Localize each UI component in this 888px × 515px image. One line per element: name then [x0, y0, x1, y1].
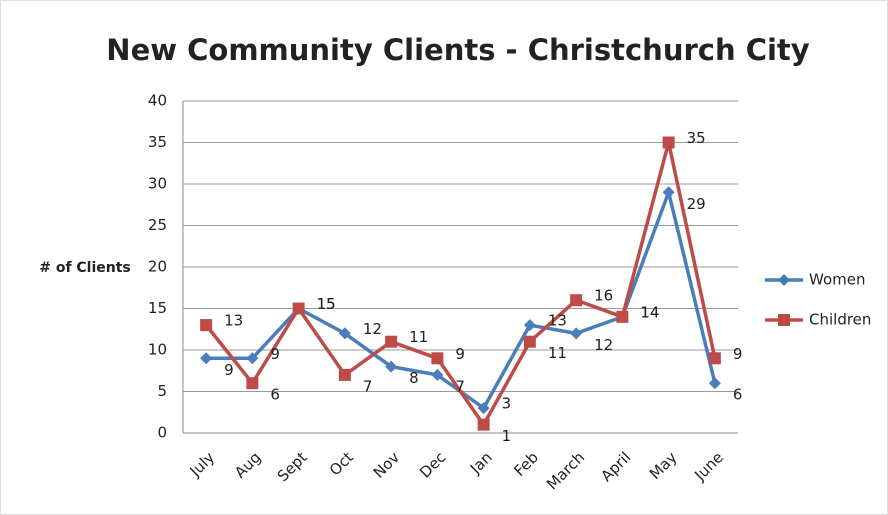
chart-title: New Community Clients - Christchurch Cit…: [106, 33, 809, 67]
y-tick-label: 20: [148, 258, 167, 276]
data-label: 3: [502, 395, 512, 413]
data-label: 9: [224, 361, 234, 379]
data-label: 14: [640, 303, 659, 321]
marker: [616, 310, 629, 323]
y-tick-label: 35: [148, 133, 167, 151]
y-tick-label: 40: [148, 92, 167, 110]
marker: [246, 352, 259, 365]
y-axis-label: # of Clients: [39, 260, 131, 276]
data-label: 8: [409, 369, 419, 387]
data-label: 29: [687, 195, 706, 213]
data-label: 9: [270, 345, 280, 363]
marker: [662, 136, 675, 149]
data-label: 6: [270, 386, 280, 404]
data-label: 6: [733, 386, 743, 404]
data-label: 13: [548, 312, 567, 330]
marker: [431, 352, 444, 365]
marker: [477, 418, 490, 431]
y-tick-label: 0: [157, 424, 167, 442]
marker: [385, 335, 398, 348]
marker: [200, 352, 213, 365]
marker: [338, 368, 351, 381]
data-label: 16: [594, 287, 613, 305]
marker: [523, 335, 536, 348]
y-tick-label: 5: [157, 382, 167, 400]
data-label: 9: [733, 345, 743, 363]
marker: [385, 360, 398, 373]
marker: [431, 368, 444, 381]
y-tick-label: 30: [148, 175, 167, 193]
data-label: 35: [687, 129, 706, 147]
marker: [246, 377, 259, 390]
marker: [292, 302, 305, 315]
data-label: 15: [317, 295, 336, 313]
marker: [570, 294, 583, 307]
marker: [200, 319, 213, 332]
data-label: 12: [594, 336, 613, 354]
data-label: 11: [409, 328, 428, 346]
data-label: 9: [455, 345, 465, 363]
data-label: 15: [317, 295, 336, 313]
marker: [570, 327, 583, 340]
marker: [708, 352, 721, 365]
data-label: 14: [640, 303, 659, 321]
legend-marker: [778, 274, 790, 286]
data-label: 11: [548, 344, 567, 362]
marker: [708, 377, 721, 390]
data-label: 1: [502, 427, 512, 445]
data-label: 7: [455, 377, 465, 395]
marker: [523, 319, 536, 332]
marker: [662, 186, 675, 199]
data-label: 12: [363, 320, 382, 338]
y-tick-label: 25: [148, 216, 167, 234]
data-label: 13: [224, 312, 243, 330]
y-tick-label: 15: [148, 299, 167, 317]
legend-label: Children: [809, 311, 871, 329]
data-label: 7: [363, 377, 373, 395]
marker: [338, 327, 351, 340]
marker: [477, 402, 490, 415]
y-tick-label: 10: [148, 341, 167, 359]
legend-marker: [778, 314, 790, 326]
legend-label: Women: [809, 271, 865, 289]
series-line: [204, 140, 717, 427]
